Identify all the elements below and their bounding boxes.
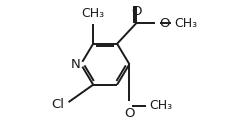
Text: O: O (124, 107, 134, 120)
Text: CH₃: CH₃ (81, 7, 104, 20)
Text: CH₃: CH₃ (149, 99, 172, 112)
Text: N: N (71, 58, 81, 71)
Text: CH₃: CH₃ (173, 17, 196, 30)
Text: O: O (158, 17, 169, 30)
Text: O: O (130, 6, 141, 18)
Text: Cl: Cl (51, 98, 63, 111)
